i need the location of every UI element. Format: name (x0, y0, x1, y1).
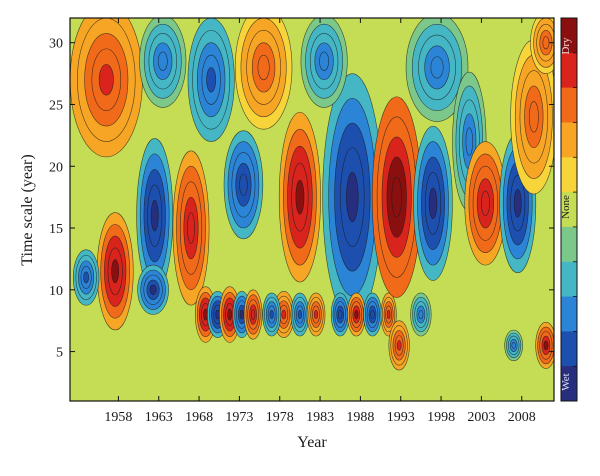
colorbar (560, 17, 578, 402)
heatmap-cell-dry (243, 289, 263, 340)
heatmap-cell-dry (278, 111, 321, 283)
colorbar-segment (561, 226, 577, 263)
heatmap-cell-wet (137, 264, 169, 315)
heatmap-cell-dry (464, 141, 507, 266)
heatmap-cell-wet (262, 292, 281, 337)
heatmap-cell-wet (223, 130, 264, 240)
heatmap-cell-dry (530, 18, 554, 74)
heatmap-cell-dry (70, 18, 143, 158)
heatmap-cell-dry (388, 320, 410, 371)
x-axis: 1958 1963 1968 1973 1978 1983 1988 1993 1998 2003… (104, 18, 536, 425)
heatmap-cell-wet (410, 292, 432, 337)
heatmap-cell-wet (290, 292, 310, 337)
colorbar-segment (561, 366, 577, 402)
colorbar-segment (561, 261, 577, 298)
heatmap-cell-dry (535, 321, 554, 369)
heatmap-cell-wet (300, 18, 348, 108)
x-tick-label: 1958 (104, 410, 132, 425)
heatmap-cell-wet (72, 249, 100, 306)
x-tick-label: 1968 (185, 410, 213, 425)
heatmap-field (70, 18, 554, 401)
y-tick-label: 10 (49, 284, 63, 299)
x-axis-label: Year (297, 434, 327, 451)
y-axis-label: Time scale (year) (19, 154, 36, 265)
heatmap-cell-wet (139, 18, 187, 108)
colorbar-segment (561, 296, 577, 332)
y-axis: 5 10 15 20 25 30 (49, 37, 554, 361)
heatmap-cell-dry (172, 150, 210, 306)
colorbar-label-dry: Dry (560, 37, 572, 55)
plot-frame (69, 17, 555, 402)
colorbar-segment (561, 157, 577, 193)
x-tick-label: 2003 (467, 410, 495, 425)
heatmap-cell-wet (322, 73, 383, 321)
heatmap-cell-wet (363, 292, 382, 337)
x-tick-label: 1973 (225, 410, 253, 425)
y-tick-label: 30 (49, 37, 63, 52)
colorbar-segment (561, 52, 577, 89)
heatmap-cell-dry (380, 292, 397, 337)
heatmap-cell-dry (234, 18, 293, 130)
heatmap-cell-wet (405, 18, 469, 122)
y-tick-label: 5 (56, 346, 63, 361)
colorbar-segment (561, 331, 577, 367)
x-tick-label: 1993 (387, 410, 415, 425)
heatmap-cell-dry (347, 292, 366, 337)
heatmap-cell-dry (96, 212, 134, 331)
colorbar-label-wet: Wet (560, 373, 572, 390)
heatmap-cell-wet (504, 329, 523, 362)
colorbar-segment (561, 87, 577, 123)
colorbar-segment (561, 192, 577, 228)
colorbar-label-none: None (560, 195, 572, 219)
y-tick-label: 20 (49, 160, 63, 175)
heatmap-cell-dry (371, 96, 422, 298)
heatmap-cell-dry (306, 292, 326, 337)
heatmap-cell-dry (510, 39, 554, 195)
y-tick-label: 15 (49, 222, 63, 237)
colorbar-segment (561, 122, 577, 158)
colorbar-frame (560, 17, 578, 402)
x-tick-label: 1978 (266, 410, 294, 425)
x-tick-label: 2008 (508, 410, 536, 425)
x-tick-label: 1998 (427, 410, 455, 425)
y-tick-label: 25 (49, 98, 63, 113)
heatmap-cell-wet (330, 292, 350, 337)
heatmap-cell-wet (187, 18, 235, 142)
x-tick-label: 1988 (346, 410, 374, 425)
colorbar-segment (561, 18, 577, 54)
heatmap-cell-wet (136, 138, 174, 294)
heatmap-cell-wet (413, 125, 453, 281)
x-tick-label: 1983 (306, 410, 334, 425)
x-tick-label: 1963 (145, 410, 173, 425)
